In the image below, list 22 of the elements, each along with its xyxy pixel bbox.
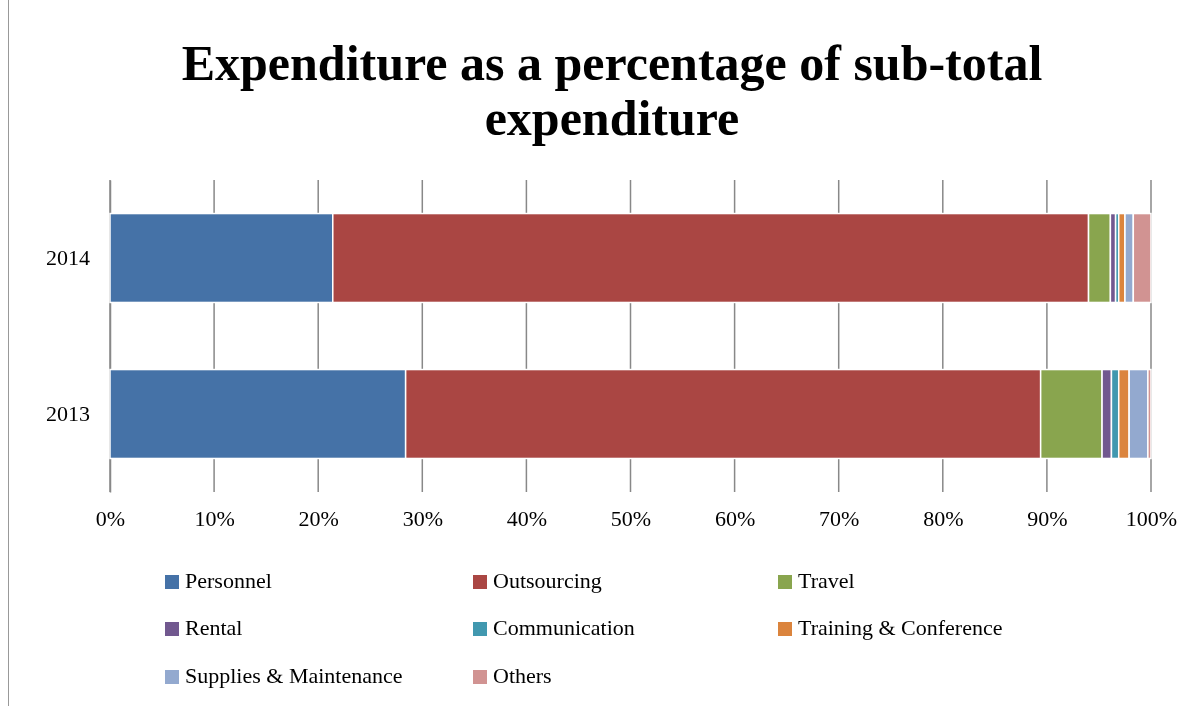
y-tick-label: 2014 <box>46 245 90 271</box>
legend-label: Travel <box>798 568 855 593</box>
x-tick-label: 90% <box>1027 505 1068 531</box>
x-tick-label: 40% <box>506 505 548 531</box>
legend-label: Personnel <box>185 568 272 593</box>
x-tick-label: 0% <box>95 505 126 531</box>
x-tick-label: 10% <box>194 505 235 531</box>
legend-label: Rental <box>185 615 243 640</box>
legend-label: Communication <box>493 615 635 640</box>
chart-title: Expenditure as a percentage of sub-total expenditure <box>181 35 1043 146</box>
x-tick-label: 80% <box>923 505 964 531</box>
x-tick-label: 20% <box>298 505 339 531</box>
legend-label: Training & Conference <box>798 615 1003 640</box>
x-tick-label: 50% <box>610 505 652 531</box>
legend-label: Others <box>493 663 552 688</box>
y-tick-label: 2013 <box>46 401 90 427</box>
x-tick-label: 70% <box>819 505 860 531</box>
legend-label: Outsourcing <box>493 568 602 593</box>
legend-label: Supplies & Maintenance <box>185 663 403 688</box>
x-tick-label: 60% <box>714 505 756 531</box>
x-tick-label: 100% <box>1125 505 1178 531</box>
x-tick-label: 30% <box>402 505 443 531</box>
